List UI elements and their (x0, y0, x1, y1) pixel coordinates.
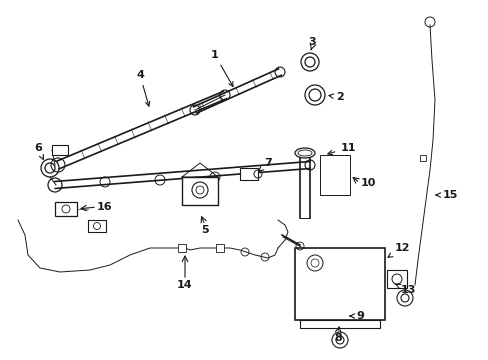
Bar (319, 155, 349, 195)
Text: 11: 11 (327, 143, 355, 155)
Text: 12: 12 (387, 243, 409, 257)
Text: 8: 8 (333, 333, 341, 343)
Text: 16: 16 (97, 202, 113, 212)
Text: 10: 10 (360, 178, 375, 188)
Bar (88, 220, 106, 232)
Text: 9: 9 (349, 311, 363, 321)
Bar (55, 202, 77, 216)
Text: 5: 5 (201, 225, 208, 235)
Text: 2: 2 (328, 92, 343, 102)
Bar (386, 270, 406, 288)
Bar (178, 244, 185, 252)
Bar (182, 177, 218, 205)
Bar (299, 320, 379, 328)
Text: 14: 14 (177, 280, 192, 290)
Text: 3: 3 (307, 37, 315, 47)
Text: 7: 7 (258, 158, 271, 171)
Bar (294, 248, 384, 320)
Text: 4: 4 (136, 70, 149, 106)
Text: 13: 13 (394, 284, 415, 295)
Bar (52, 145, 68, 155)
Bar (419, 155, 425, 161)
Bar (216, 244, 224, 252)
Text: 6: 6 (34, 143, 43, 159)
Text: 1: 1 (211, 50, 232, 86)
Text: 15: 15 (435, 190, 457, 200)
Bar (240, 168, 258, 180)
